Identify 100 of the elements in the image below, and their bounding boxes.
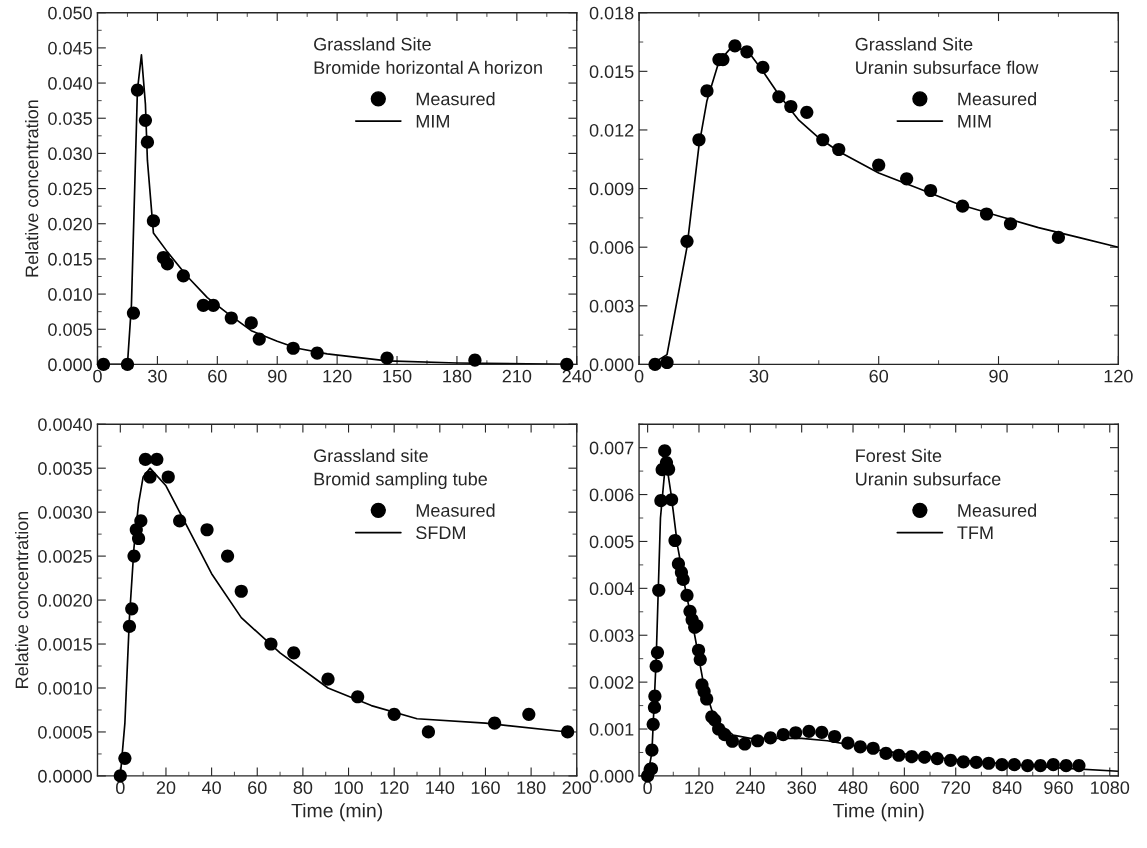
x-tick-label: 90 [268, 369, 287, 383]
x-tick-label: 30 [148, 369, 167, 383]
y-tick-label: 0.030 [48, 147, 92, 161]
point [127, 549, 141, 563]
point [955, 199, 970, 213]
legend-label: Measured [416, 92, 495, 106]
point [756, 60, 770, 75]
y-tick-label: 0.0025 [38, 550, 92, 563]
x-tick-label: 240 [736, 781, 765, 795]
point [310, 346, 324, 360]
x-tick-label: 180 [443, 369, 472, 383]
point [138, 113, 153, 127]
point [387, 707, 401, 721]
point [150, 452, 164, 466]
y-tick-label: 0.035 [48, 112, 92, 125]
y-tick-label: 0.009 [589, 182, 634, 196]
point [206, 298, 220, 312]
point [234, 584, 248, 598]
y-tick-label: 0.0010 [38, 681, 92, 695]
point [287, 646, 301, 660]
y-tick-label: 0.025 [48, 182, 92, 196]
point [800, 105, 814, 119]
y-tick-label: 0.0015 [38, 637, 92, 651]
y-tick-label: 0.000 [48, 358, 92, 372]
x-tick-label: 140 [426, 781, 455, 795]
point [134, 514, 148, 528]
x-tick-label: 240 [562, 369, 592, 383]
y-tick-label: 0.001 [589, 722, 634, 736]
y-axis-title: Relative concentration [25, 100, 39, 277]
y-tick-label: 0.005 [589, 535, 634, 549]
x-tick-label: 90 [989, 369, 1008, 383]
point [728, 39, 742, 53]
x-tick-label: 0 [634, 369, 644, 383]
x-tick-label: 1080 [1091, 781, 1130, 795]
point [126, 306, 141, 320]
y-tick-label: 0.006 [589, 488, 634, 502]
point [380, 351, 394, 365]
x-tick-label: 30 [749, 369, 769, 383]
point [561, 725, 575, 739]
legend-label: MIM [958, 115, 991, 128]
y-tick-label: 0.015 [589, 65, 634, 79]
y-tick-label: 0.003 [589, 629, 634, 642]
y-tick-label: 0.010 [48, 288, 92, 301]
y-tick-label: 0.003 [589, 299, 634, 313]
y-tick-label: 0.015 [48, 252, 92, 266]
point [286, 341, 300, 355]
point [421, 725, 435, 739]
point [816, 133, 830, 147]
x-tick-label: 120 [323, 369, 352, 383]
x-tick-label: 840 [992, 781, 1022, 795]
point [146, 214, 160, 228]
y-tick-label: 0.050 [48, 6, 92, 20]
point [488, 716, 502, 730]
y-tick-label: 0.0035 [38, 462, 92, 475]
x-tick-label: 0 [116, 781, 125, 795]
point [522, 707, 536, 721]
x-tick-label: 160 [471, 781, 500, 795]
y-tick-label: 0.040 [48, 77, 92, 90]
point [220, 549, 235, 563]
point [244, 316, 258, 330]
point [1051, 230, 1065, 245]
legend-label: Measured [958, 503, 1037, 517]
y-tick-label: 0.007 [589, 441, 634, 455]
x-tick-label: 120 [1104, 369, 1133, 383]
x-tick-label: 480 [838, 781, 868, 795]
x-tick-label: 360 [787, 781, 817, 795]
point [700, 84, 714, 98]
point [924, 183, 938, 198]
point [772, 90, 786, 104]
point [832, 142, 846, 157]
x-tick-label: 600 [890, 781, 919, 795]
point [872, 158, 886, 172]
point [176, 269, 190, 283]
x-tick-label: 0 [643, 781, 652, 795]
x-tick-label: 60 [869, 369, 889, 383]
point [321, 672, 335, 686]
annotation: Grassland site Bromid sampling tube [314, 448, 487, 490]
y-tick-label: 0.012 [589, 123, 634, 137]
point [143, 470, 157, 484]
annotation: Grassland Site Uranin subsurface flow [855, 37, 1039, 74]
legend-label: MIM [416, 115, 449, 128]
point [264, 637, 278, 651]
y-tick-label: 0.020 [48, 217, 92, 231]
x-axis-title: Time (min) [291, 803, 382, 822]
x-tick-label: 120 [380, 781, 409, 795]
point [173, 514, 187, 528]
point [648, 357, 662, 372]
point [138, 452, 153, 466]
x-tick-label: 0 [93, 369, 102, 383]
point [140, 135, 155, 149]
point [468, 353, 482, 367]
y-tick-label: 0.0020 [38, 594, 92, 607]
annotation: Grassland Site Bromide horizontal A horizon [314, 37, 542, 74]
point [161, 470, 175, 484]
x-tick-label: 120 [685, 781, 714, 795]
y-tick-label: 0.0030 [38, 506, 92, 519]
y-tick-label: 0.018 [589, 6, 634, 20]
x-tick-label: 960 [1044, 781, 1073, 795]
y-tick-label: 0.0040 [38, 418, 92, 431]
point [660, 355, 674, 370]
